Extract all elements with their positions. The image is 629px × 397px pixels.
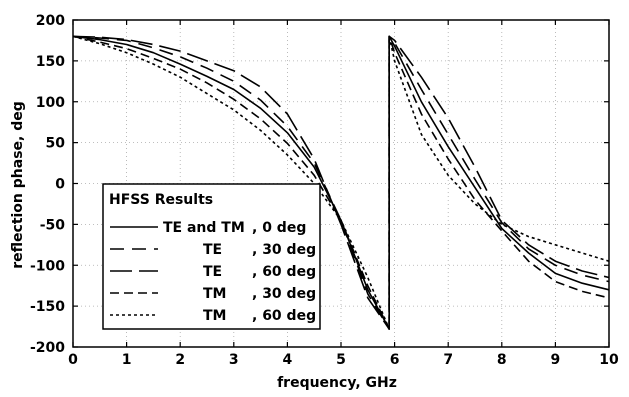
legend-entry-mode: TE [203, 264, 222, 280]
series-line-1 [72, 35, 610, 330]
legend-entry-angle: , 60 deg [252, 264, 316, 280]
y-tick-label: 200 [36, 13, 65, 29]
series-line-3 [72, 35, 610, 330]
y-tick-label: 150 [36, 54, 65, 70]
y-axis-label: reflection phase, deg [10, 101, 26, 269]
legend-entry-mode: TE [203, 242, 222, 258]
x-tick-label: 0 [68, 352, 78, 368]
series-lines [72, 35, 610, 330]
y-tick-label: -100 [30, 258, 65, 274]
x-tick-label: 9 [551, 352, 561, 368]
y-tick-label: 0 [55, 177, 65, 193]
x-tick-label: 10 [599, 352, 619, 368]
x-tick-label: 2 [175, 352, 185, 368]
legend-entry-mode: TM [203, 286, 226, 302]
series-line-0 [72, 35, 610, 330]
series-line-4 [72, 35, 610, 330]
y-tick-label: -150 [30, 299, 65, 315]
y-tick-label: -50 [40, 217, 66, 233]
legend-entry-angle: , 30 deg [252, 286, 316, 302]
y-tick-label: 50 [46, 136, 66, 152]
legend-entry-angle: , 60 deg [252, 308, 316, 324]
legend-entry-angle: , 30 deg [252, 242, 316, 258]
x-tick-label: 8 [497, 352, 507, 368]
x-tick-label: 5 [336, 352, 346, 368]
x-tick-label: 7 [443, 352, 453, 368]
x-tick-label: 4 [283, 352, 293, 368]
legend-entries: TE and TM , 0 deg TE , 30 deg TE , 60 deg TM , … [110, 220, 316, 324]
x-tick-label: 3 [229, 352, 239, 368]
y-tick-label: -200 [30, 340, 65, 356]
axes [72, 19, 610, 348]
x-tick-label: 6 [390, 352, 400, 368]
legend-entry-angle: , 0 deg [252, 220, 306, 236]
y-tick-label: 100 [36, 95, 65, 111]
legend-box [102, 183, 321, 330]
tick-labels: 0 1 2 3 4 5 6 7 8 9 10 200 150 100 50 0 -50 -100 -150 -200 [30, 13, 619, 368]
legend-title: HFSS Results [109, 192, 213, 208]
legend-entry-mode: TE and TM [163, 220, 245, 236]
x-axis-label: frequency, GHz [277, 375, 397, 391]
x-tick-label: 1 [122, 352, 132, 368]
legend-entry-mode: TM [203, 308, 226, 324]
